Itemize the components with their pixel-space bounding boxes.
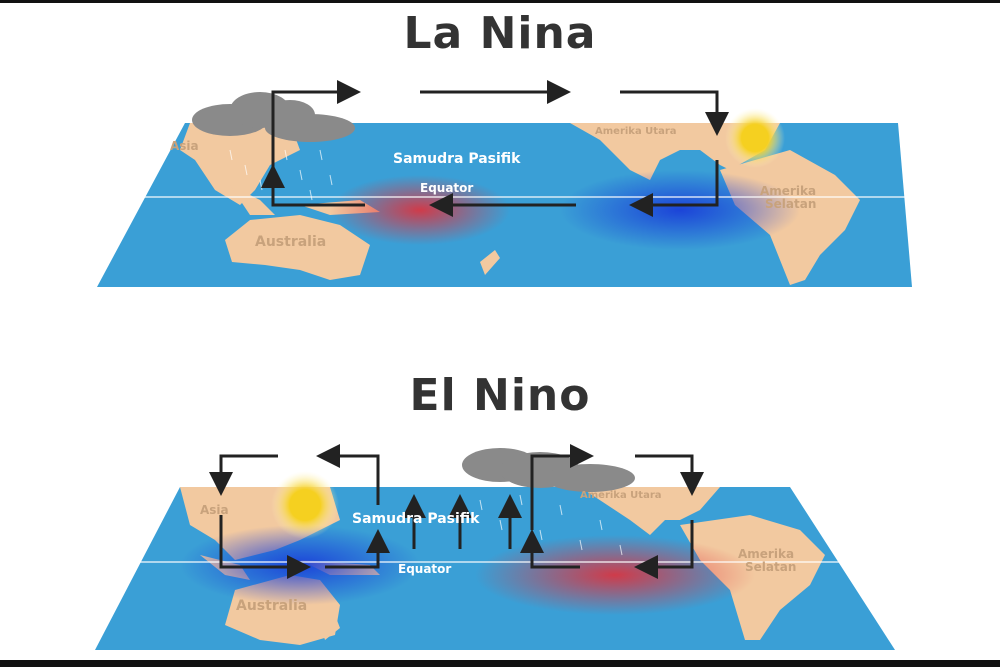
south-america-label-2: Selatan: [745, 560, 796, 574]
asia-label: Asia: [170, 139, 199, 153]
asia-label: Asia: [200, 503, 229, 517]
south-america-label-2: Selatan: [765, 197, 816, 211]
cloud-icon: [462, 448, 635, 492]
la-nina-title: La Nina: [403, 8, 597, 59]
el-nino-map: Asia Samudra Pasifik Equator Amerika Uta…: [95, 444, 895, 650]
australia-label: Australia: [255, 234, 326, 250]
cloud-icon: [192, 92, 355, 142]
walker-circulation-arrows: [261, 80, 729, 217]
sun-icon: [271, 471, 339, 539]
south-america-label-1: Amerika: [738, 547, 794, 561]
sun-icon: [725, 108, 785, 168]
la-nina-map: Asia Samudra Pasifik Equator Amerika Uta…: [97, 80, 912, 287]
pacific-label: Samudra Pasifik: [393, 151, 521, 167]
top-border: [0, 0, 1000, 3]
equator-label: Equator: [420, 181, 473, 195]
north-america-label: Amerika Utara: [580, 490, 662, 501]
warm-pool: [475, 535, 755, 615]
equator-label: Equator: [398, 562, 451, 576]
pacific-label: Samudra Pasifik: [352, 511, 480, 527]
warm-pool: [330, 175, 510, 245]
el-nino-title: El Nino: [409, 370, 591, 421]
bottom-border: [0, 660, 1000, 667]
south-america-label-1: Amerika: [760, 184, 816, 198]
north-america-label: Amerika Utara: [595, 126, 677, 137]
cool-pool: [560, 170, 800, 250]
walker-circulation-arrows: [209, 444, 704, 579]
australia-label: Australia: [236, 598, 307, 614]
